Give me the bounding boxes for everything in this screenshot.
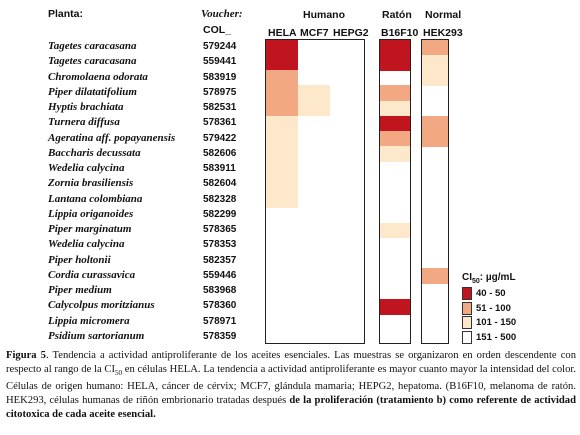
hek293-cell: [422, 54, 448, 71]
hela-cell: [266, 85, 298, 102]
hela-cell: [266, 192, 298, 208]
voucher-number: 578361: [203, 117, 237, 129]
plant-name: Cordia curassavica: [48, 268, 136, 281]
legend-swatch: [462, 301, 472, 315]
plant-name: Lantana colombiana: [48, 192, 143, 205]
plant-name: Tagetes caracasana: [48, 40, 137, 52]
voucher-number: 579244: [203, 41, 237, 52]
voucher-number: 582328: [203, 193, 237, 205]
hek293-cell: [422, 70, 448, 86]
b16f10-cell: [380, 131, 410, 147]
plant-name: Piper dilatatifolium: [48, 85, 137, 98]
hek293-cell: [422, 40, 448, 56]
normal-group-header: Normal: [425, 9, 462, 21]
hela-cell: [266, 131, 298, 147]
plant-name: Piper marginatum: [48, 223, 132, 235]
voucher-number: 578359: [203, 330, 237, 342]
normal-heatmap-panel: [421, 39, 449, 344]
mcf7-cell: [298, 100, 330, 117]
b16f10-cell: [380, 115, 410, 132]
figure-label: Figura 5: [6, 350, 46, 361]
plant-name: Chromolaena odorata: [48, 70, 148, 83]
voucher-number: 583968: [203, 285, 237, 296]
plant-name: Lippia origanoides: [48, 207, 134, 220]
voucher-number: 578971: [203, 315, 237, 327]
b16f10-header: B16F10: [381, 27, 419, 39]
planta-header: Planta:: [48, 8, 84, 20]
plant-name: Baccharis decussata: [48, 146, 141, 159]
hela-cell: [266, 54, 298, 71]
b16f10-cell: [380, 85, 410, 102]
voucher-number: 578353: [203, 239, 237, 251]
mcf7-cell: [298, 85, 330, 102]
plant-name: Zornia brasiliensis: [48, 177, 134, 190]
hela-header: HELA: [268, 27, 297, 39]
figure-caption: Figura 5. Tendencia a actividad antiprol…: [6, 350, 576, 421]
legend-label: 51 - 100: [476, 302, 511, 314]
voucher-number: 582606: [203, 147, 237, 159]
hela-cell: [266, 115, 298, 132]
hela-cell: [266, 146, 298, 163]
human-heatmap-panel: [265, 39, 365, 344]
plant-name: Wedelia calycina: [48, 238, 125, 251]
voucher-number: 579422: [203, 132, 237, 144]
b16f10-cell: [380, 146, 410, 163]
hela-cell: [266, 40, 298, 56]
plant-name: Turnera diffusa: [48, 116, 120, 129]
hela-cell: [266, 176, 298, 193]
voucher-number: 559441: [203, 56, 237, 68]
legend-title: CI50: µg/mL: [462, 272, 516, 285]
mouse-heatmap-panel: [379, 39, 411, 344]
plant-name: Lippia micromera: [48, 314, 130, 327]
voucher-number: 582531: [203, 102, 237, 113]
plant-name: Piper holtonii: [48, 253, 111, 266]
voucher-number: 578360: [203, 300, 237, 312]
plant-name: Piper medium: [48, 284, 112, 296]
voucher-number: 583919: [203, 71, 237, 83]
plant-name: Wedelia calycina: [48, 162, 125, 174]
voucher-number: 578975: [203, 86, 237, 98]
b16f10-cell: [380, 54, 410, 71]
humano-group-header: Humano: [303, 9, 345, 21]
voucher-number: 582357: [203, 254, 237, 266]
hela-cell: [266, 100, 298, 117]
b16f10-cell: [380, 40, 410, 56]
voucher-number: 578365: [203, 224, 237, 235]
b16f10-cell: [380, 100, 410, 117]
hek293-cell: [422, 115, 448, 132]
mcf7-header: MCF7: [300, 27, 329, 39]
legend-label: 40 - 50: [476, 288, 506, 299]
legend-label: 101 - 150: [476, 317, 517, 328]
legend-swatch: [462, 287, 472, 300]
hela-cell: [266, 70, 298, 86]
plant-name: Psidium sartorianum: [48, 329, 145, 342]
col-prefix-header: COL_: [203, 24, 232, 36]
hek293-header: HEK293: [423, 27, 463, 39]
hepg2-header: HEPG2: [333, 27, 369, 39]
plant-name: Tagetes caracasana: [48, 55, 137, 68]
voucher-header: Voucher:: [201, 8, 243, 20]
voucher-number: 582604: [203, 178, 237, 190]
hela-cell: [266, 161, 298, 178]
voucher-number: 582299: [203, 208, 237, 220]
hek293-cell: [422, 268, 448, 285]
hek293-cell: [422, 131, 448, 147]
b16f10-cell: [380, 222, 410, 239]
legend-swatch: [462, 316, 472, 329]
plant-name: Ageratina aff. popayanensis: [48, 131, 176, 144]
voucher-number: 583911: [203, 163, 236, 174]
legend-swatch: [462, 330, 472, 344]
plant-name: Calycolpus moritzianus: [48, 299, 155, 312]
legend-label: 151 - 500: [476, 331, 517, 343]
raton-group-header: Ratón: [382, 9, 412, 21]
plant-name: Hyptis brachiata: [48, 101, 124, 113]
b16f10-cell: [380, 298, 410, 315]
voucher-number: 559446: [203, 269, 237, 281]
